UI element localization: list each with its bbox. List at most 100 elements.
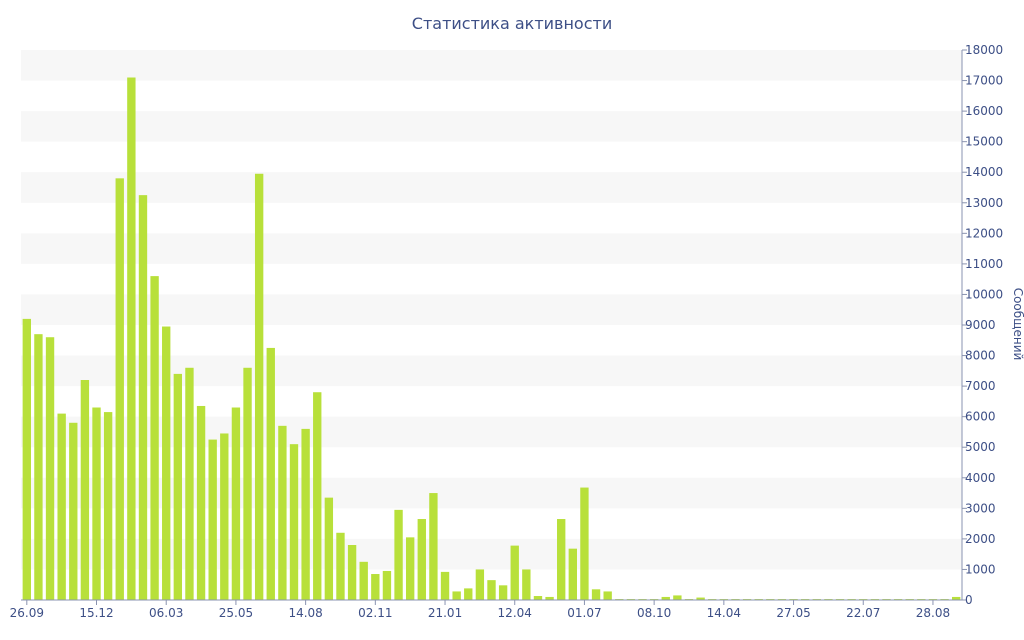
x-tick-label: 21.01 (428, 606, 462, 620)
grid-band (21, 50, 962, 81)
x-tick-label: 27.05 (776, 606, 810, 620)
bar (162, 326, 171, 600)
x-tick-label: 01.07 (567, 606, 601, 620)
bar (254, 173, 264, 600)
bar (557, 519, 566, 600)
x-tick-label: 25.05 (219, 606, 253, 620)
y-tick-label: 7000 (965, 379, 996, 393)
bar (231, 407, 241, 600)
chart-title: Статистика активности (411, 14, 613, 33)
bar (69, 422, 78, 600)
grid-band (21, 172, 962, 203)
x-tick-label: 28.08 (916, 606, 950, 620)
bar (533, 596, 543, 600)
x-tick-label: 15.12 (79, 606, 113, 620)
y-axis-ticks: 0 1000 2000 3000 4000 5000 6000 7000 8000 9000 100… (962, 43, 1003, 607)
bar (127, 77, 136, 600)
bar (208, 439, 217, 600)
bar (45, 337, 55, 600)
grid-band (21, 294, 962, 325)
x-tick-label: 02.11 (358, 606, 392, 620)
grid-band (21, 233, 962, 264)
grid-band (21, 111, 962, 142)
y-tick-label: 15000 (965, 135, 1003, 149)
bar (696, 597, 705, 600)
bar (347, 545, 357, 600)
bar (952, 596, 961, 600)
y-tick-label: 10000 (965, 287, 1003, 301)
bar (115, 178, 124, 600)
y-axis-label: Сообщений (1011, 287, 1024, 361)
y-tick-label: 8000 (965, 349, 996, 363)
bar (301, 428, 310, 600)
y-tick-label: 14000 (965, 165, 1003, 179)
bar (173, 373, 183, 600)
bar (243, 367, 252, 600)
bar (452, 591, 461, 600)
bar (591, 589, 601, 600)
bar (313, 392, 322, 600)
y-tick-label: 9000 (965, 318, 996, 332)
bar (324, 497, 334, 600)
bar (278, 425, 287, 600)
bar (371, 574, 380, 600)
y-tick-label: 4000 (965, 471, 996, 485)
bar (510, 545, 519, 600)
y-tick-label: 18000 (965, 43, 1003, 57)
y-tick-label: 13000 (965, 196, 1003, 210)
bar (440, 571, 450, 600)
x-tick-label: 26.09 (10, 606, 44, 620)
bar (220, 433, 229, 600)
y-tick-label: 2000 (965, 532, 996, 546)
bar (92, 407, 101, 600)
bar (475, 569, 485, 600)
y-tick-label: 17000 (965, 74, 1003, 88)
bar (568, 548, 577, 600)
bar (150, 276, 159, 600)
y-tick-label: 11000 (965, 257, 1003, 271)
y-tick-label: 1000 (965, 562, 996, 576)
bar (80, 380, 90, 600)
bar (289, 444, 299, 600)
x-tick-label: 14.04 (707, 606, 741, 620)
bar (382, 570, 392, 600)
y-tick-label: 5000 (965, 440, 996, 454)
x-tick-label: 14.08 (288, 606, 322, 620)
bar (22, 318, 31, 600)
x-axis-ticks: 26.09 15.12 06.03 25.05 14.08 02.11 21.01 12.04… (10, 600, 950, 620)
bar (185, 367, 194, 600)
bar (336, 532, 345, 600)
bar (138, 195, 148, 600)
bar (417, 519, 426, 600)
bar (603, 591, 612, 600)
bar (103, 412, 113, 600)
bar (673, 595, 682, 600)
y-tick-label: 6000 (965, 410, 996, 424)
bar (522, 569, 531, 600)
x-tick-label: 12.04 (498, 606, 532, 620)
y-tick-label: 16000 (965, 104, 1003, 118)
bar (661, 596, 670, 600)
x-tick-label: 06.03 (149, 606, 183, 620)
bar (580, 487, 589, 600)
y-tick-label: 0 (965, 593, 973, 607)
bar-series (22, 77, 961, 600)
bar (266, 347, 275, 600)
bar (464, 588, 473, 600)
x-tick-label: 22.07 (846, 606, 880, 620)
y-tick-label: 12000 (965, 226, 1003, 240)
bar (406, 537, 415, 600)
bar (196, 405, 206, 600)
bar (498, 585, 508, 600)
bar (57, 413, 66, 600)
bar (359, 561, 368, 600)
bar (487, 580, 496, 600)
bar (429, 493, 438, 600)
x-tick-label: 08.10 (637, 606, 671, 620)
bar (545, 596, 554, 600)
bar (394, 509, 403, 600)
bar (34, 334, 43, 600)
y-tick-label: 3000 (965, 501, 996, 515)
